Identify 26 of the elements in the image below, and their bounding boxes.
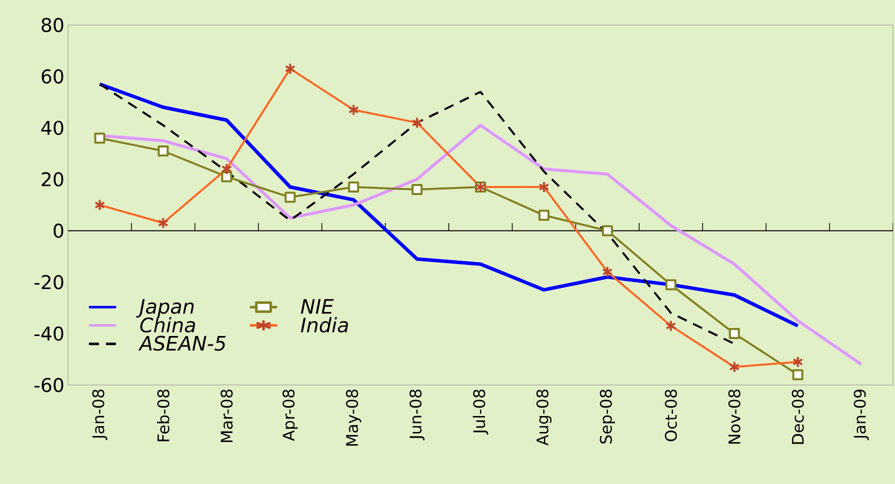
y-tick-label: 0 bbox=[54, 224, 64, 238]
x-tick-label: May-08 bbox=[346, 390, 362, 446]
y-tick-label: 40 bbox=[41, 120, 64, 136]
legend-label: NIE bbox=[300, 299, 334, 314]
y-tick-label: 60 bbox=[42, 69, 64, 84]
legend-label: ASEAN-5 bbox=[138, 336, 226, 351]
y-tick-label: -20 bbox=[34, 274, 64, 290]
x-tick-label: Jun-08 bbox=[410, 390, 425, 440]
x-tick-label: Jul-08 bbox=[472, 390, 488, 435]
x-tick-label: Aug-08 bbox=[536, 390, 552, 446]
x-tick-label: Feb-08 bbox=[157, 390, 170, 442]
y-tick-label: 80 bbox=[42, 18, 64, 32]
x-tick-label: Jan-09 bbox=[854, 390, 869, 440]
legend-label: India bbox=[300, 317, 348, 333]
y-tick-label: -40 bbox=[34, 326, 64, 341]
legend-label: China bbox=[140, 317, 195, 333]
x-tick-label: Apr-08 bbox=[282, 390, 298, 441]
y-tick-label: -60 bbox=[34, 378, 64, 392]
x-tick-label: Mar-08 bbox=[220, 390, 233, 442]
legend-label: Japan bbox=[136, 299, 194, 318]
x-tick-label: Oct-08 bbox=[664, 390, 677, 442]
x-tick-label: Dec-08 bbox=[792, 390, 804, 444]
x-tick-label: Jan-08 bbox=[92, 390, 108, 440]
x-tick-label: Nov-08 bbox=[728, 390, 740, 444]
y-tick-label: 20 bbox=[42, 172, 64, 186]
x-tick-label: Sep-08 bbox=[600, 390, 616, 444]
